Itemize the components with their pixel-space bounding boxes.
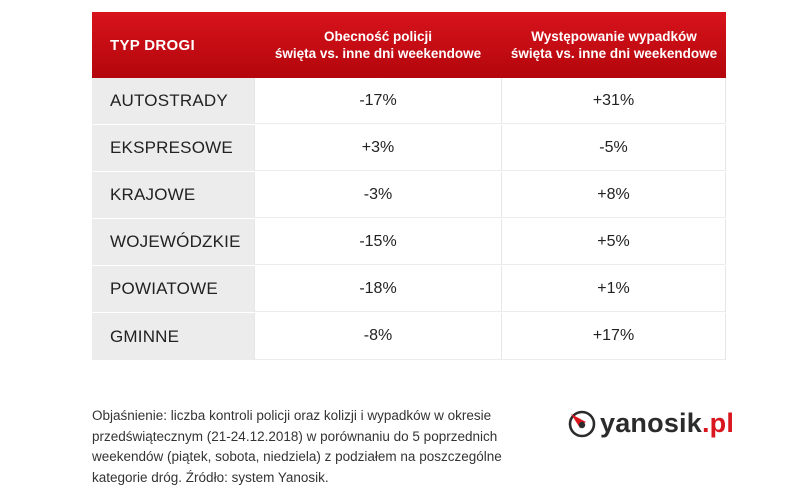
header-road-type: TYP DROGI <box>110 36 195 54</box>
police-value-cell: -8% <box>254 313 502 360</box>
road-type-cell: POWIATOWE <box>92 266 254 312</box>
table-header: TYP DROGI Obecność policji święta vs. in… <box>92 12 726 78</box>
footnote: Objaśnienie: liczba kontroli policji ora… <box>92 408 502 485</box>
accidents-value-cell: -5% <box>502 125 726 171</box>
police-value-cell: +3% <box>254 125 502 171</box>
yanosik-logo: yanosik.pl <box>568 408 734 439</box>
logo-suffix: .pl <box>701 408 735 438</box>
comparison-table: TYP DROGI Obecność policji święta vs. in… <box>92 12 726 360</box>
logo-word: yanosik <box>600 408 702 438</box>
header-police-presence: Obecność policji święta vs. inne dni wee… <box>254 12 502 78</box>
accidents-value-cell: +1% <box>502 266 726 312</box>
road-type-cell: AUTOSTRADY <box>92 78 254 124</box>
accidents-value-cell: +5% <box>502 219 726 265</box>
accidents-value-cell: +8% <box>502 172 726 218</box>
road-type-cell: WOJEWÓDZKIE <box>92 219 254 265</box>
police-value-cell: -17% <box>254 78 502 124</box>
header-accidents: Występowanie wypadków święta vs. inne dn… <box>502 12 726 78</box>
header-police-title: Obecność policji <box>323 29 432 44</box>
road-type-cell: GMINNE <box>92 313 254 360</box>
police-value-cell: -3% <box>254 172 502 218</box>
table-row: WOJEWÓDZKIE -15% +5% <box>92 219 726 266</box>
table-row: GMINNE -8% +17% <box>92 313 726 360</box>
road-type-cell: EKSPRESOWE <box>92 125 254 171</box>
logo-text: yanosik.pl <box>600 408 734 439</box>
police-value-cell: -18% <box>254 266 502 312</box>
table-row: POWIATOWE -18% +1% <box>92 266 726 313</box>
header-police-subtitle: święta vs. inne dni weekendowe <box>274 46 482 61</box>
road-type-cell: KRAJOWE <box>92 172 254 218</box>
table-row: EKSPRESOWE +3% -5% <box>92 125 726 172</box>
yanosik-pin-icon <box>568 410 596 437</box>
accidents-value-cell: +31% <box>502 78 726 124</box>
header-accidents-title: Występowanie wypadków <box>531 29 697 44</box>
table-row: AUTOSTRADY -17% +31% <box>92 78 726 125</box>
table-row: KRAJOWE -3% +8% <box>92 172 726 219</box>
accidents-value-cell: +17% <box>502 313 726 360</box>
header-accidents-subtitle: święta vs. inne dni weekendowe <box>510 46 718 61</box>
police-value-cell: -15% <box>254 219 502 265</box>
